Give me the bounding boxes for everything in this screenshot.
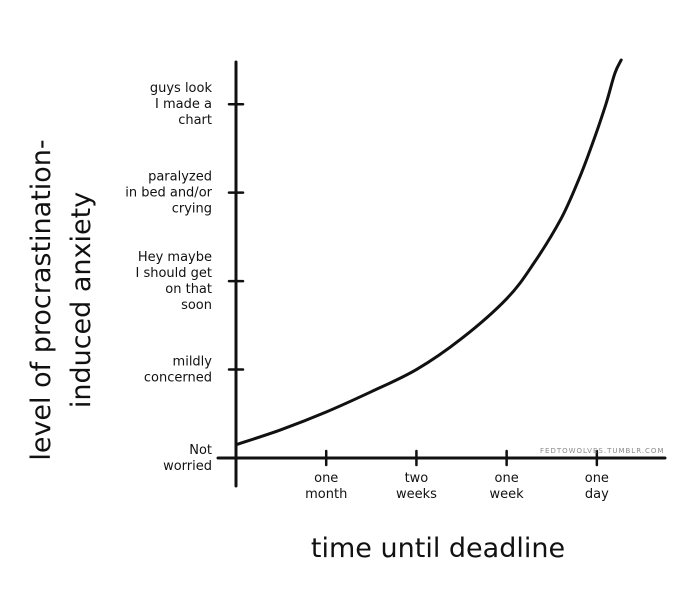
x-tick-label: one	[495, 471, 519, 486]
series-line	[234, 58, 623, 447]
y-tick-label: chart	[178, 113, 212, 128]
y-axis-title-line-1: level of procrastination-	[26, 139, 57, 460]
y-tick-label: in bed and/or	[125, 186, 212, 201]
y-tick-label: on that	[165, 282, 212, 297]
x-tick-label: day	[585, 487, 609, 502]
x-tick-label: one	[314, 471, 338, 486]
y-tick-label: paralyzed	[148, 170, 212, 185]
y-tick-label: mildly	[173, 355, 213, 370]
y-tick-label: soon	[181, 298, 212, 313]
x-tick-label: one	[585, 471, 609, 486]
y-tick-label: concerned	[144, 371, 212, 386]
axes	[216, 60, 667, 488]
y-tick-label: Not	[189, 443, 212, 458]
x-tick-label: week	[490, 487, 525, 502]
x-tick-label: weeks	[396, 487, 437, 502]
watermark: FEDTOWOLVES.TUMBLR.COM	[540, 447, 664, 455]
x-tick-label: two	[405, 471, 429, 486]
y-tick-label: I made a	[155, 97, 212, 112]
curve	[234, 58, 623, 447]
y-tick-label: Hey maybe	[138, 250, 212, 265]
y-tick-label: worried	[163, 459, 212, 474]
x-tick-label: month	[305, 487, 347, 502]
y-tick-label: I should get	[135, 266, 212, 281]
y-axis-title: level of procrastination- induced anxiet…	[26, 139, 97, 460]
x-axis-title: time until deadline	[311, 533, 565, 564]
y-tick-label: guys look	[150, 81, 213, 96]
y-axis-title-line-2: induced anxiety	[66, 192, 97, 408]
y-tick-label: crying	[172, 202, 212, 217]
